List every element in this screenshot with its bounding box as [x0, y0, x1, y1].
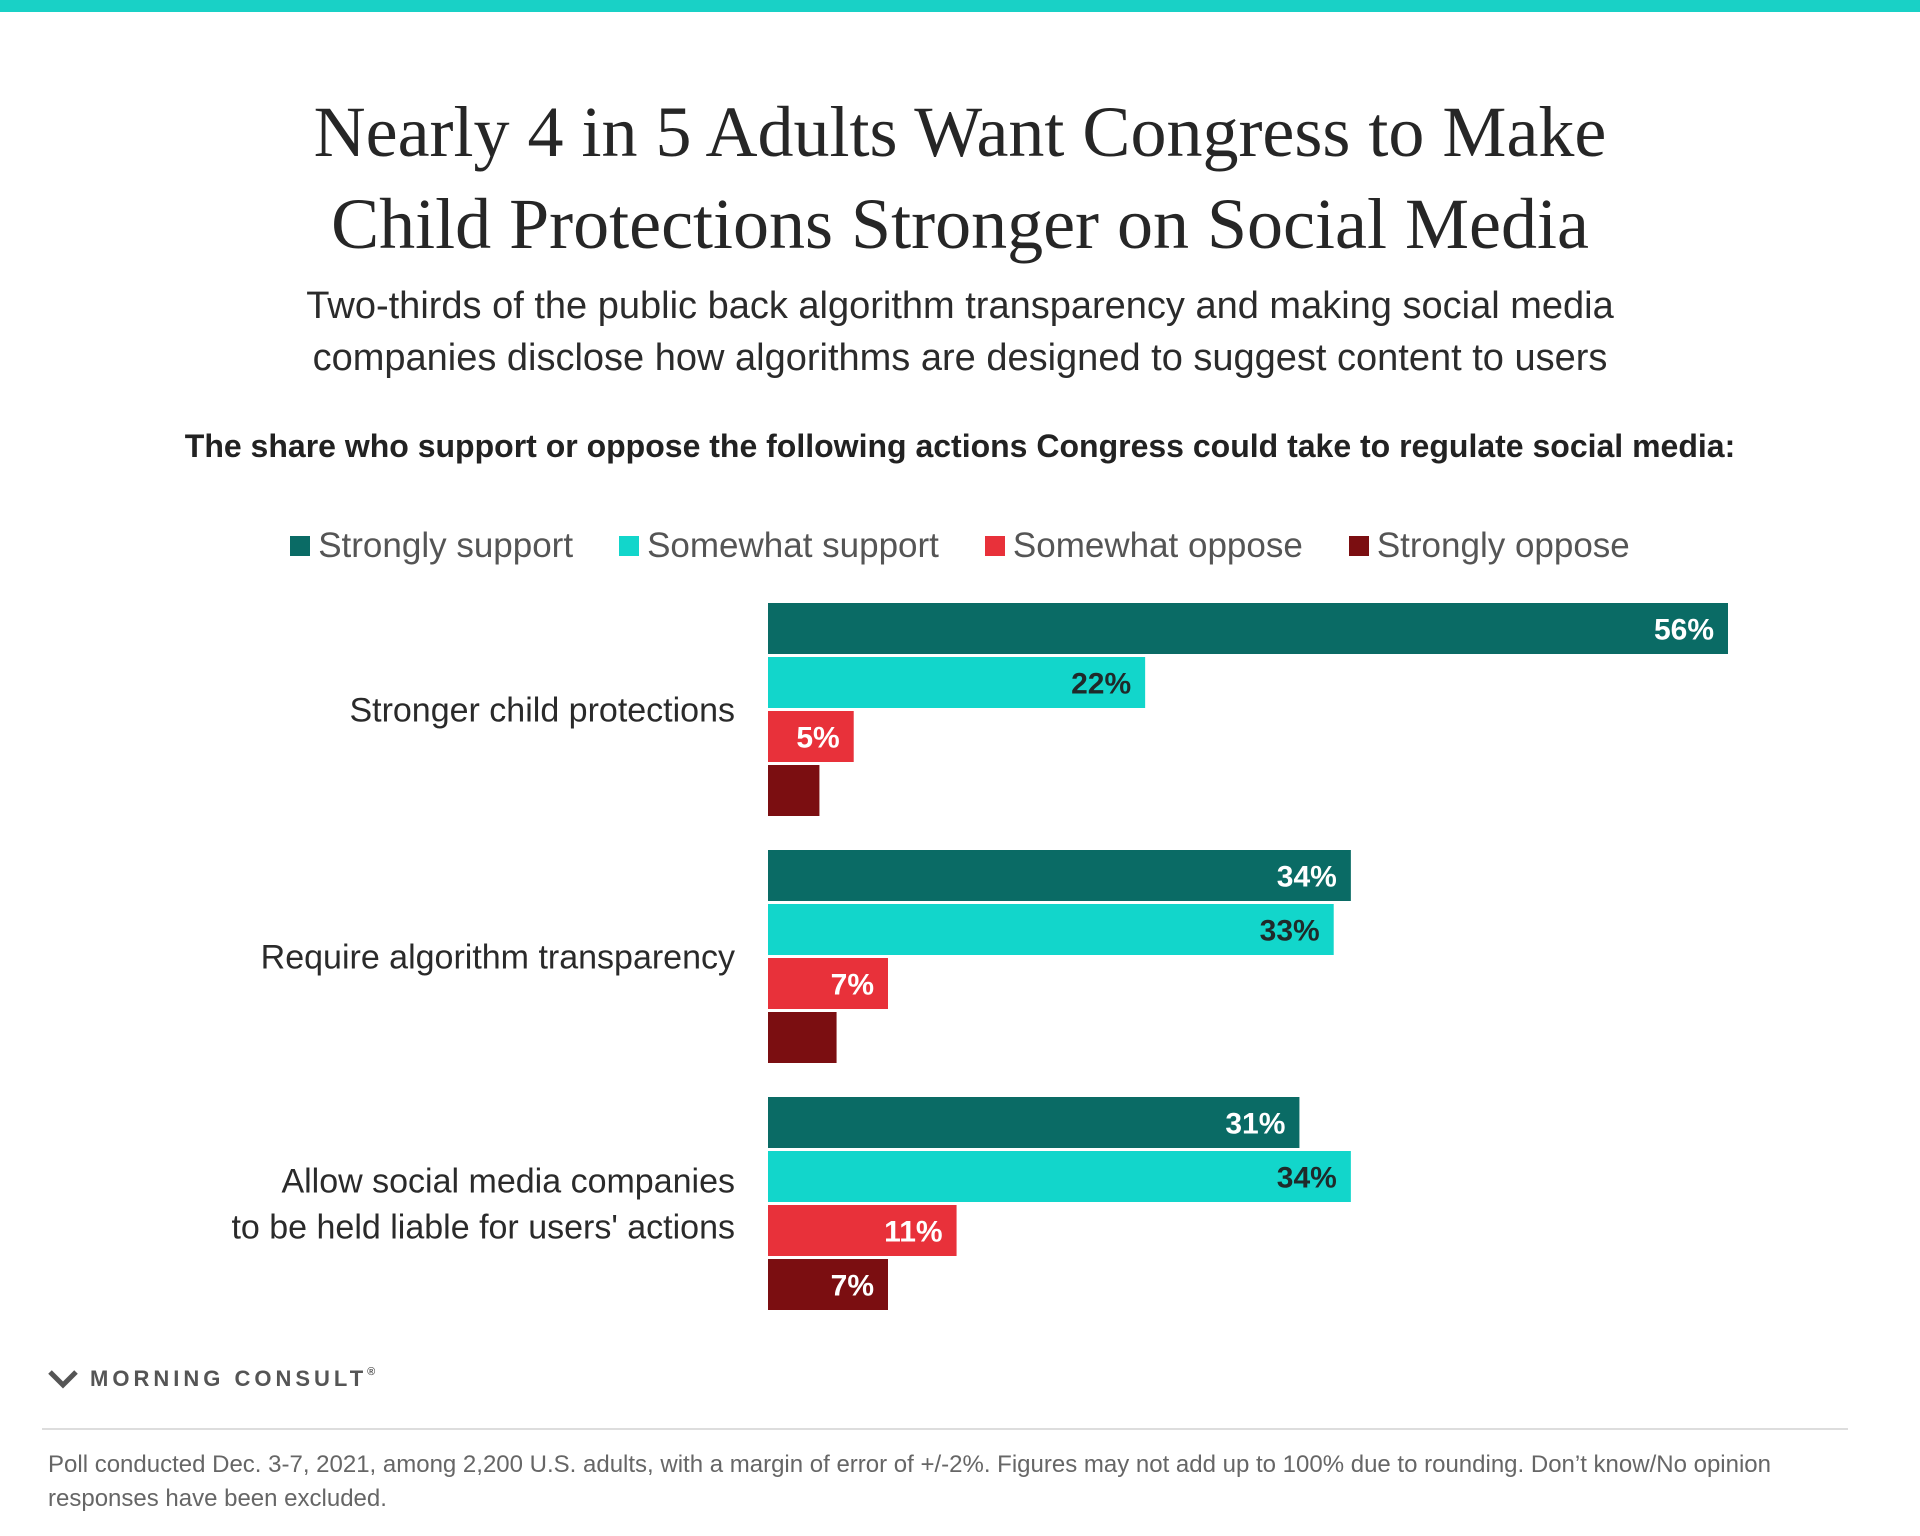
data-label: 34%: [1277, 1162, 1337, 1195]
bar-somewhat-support: [768, 904, 1334, 955]
data-label: 7%: [831, 969, 874, 1002]
bar-strongly-oppose: [768, 765, 820, 816]
morning-consult-logo-icon: [48, 1370, 78, 1389]
category-label: to be held liable for users' actions: [231, 1209, 735, 1247]
bar-somewhat-oppose: [768, 711, 854, 762]
category-label: Require algorithm transparency: [261, 939, 735, 977]
chart-subtitle: Two-thirds of the public back algorithm …: [0, 280, 1920, 384]
chart-subtitle-line-1: Two-thirds of the public back algorithm …: [306, 285, 1614, 327]
bar-chart: Stronger child protections 56% 22% 5% Requir…: [231, 603, 1728, 1310]
bar-strongly-support: [768, 1097, 1300, 1148]
survey-question: The share who support or oppose the foll…: [184, 428, 1736, 464]
chart-title-line-2: Child Protections Stronger on Social Med…: [331, 184, 1589, 264]
legend-label-somewhat-oppose: Somewhat oppose: [1012, 526, 1303, 565]
category-label: Allow social media companies: [281, 1163, 735, 1201]
bar-somewhat-oppose: [768, 958, 888, 1009]
legend-swatch-somewhat-support: [619, 536, 640, 556]
bar-strongly-support: [768, 850, 1351, 901]
data-label: 22%: [1071, 668, 1131, 701]
legend-swatch-somewhat-oppose: [984, 536, 1005, 556]
chart-title-line-1: Nearly 4 in 5 Adults Want Congress to Ma…: [313, 92, 1607, 172]
brand-logo: MORNING CONSULT ®: [48, 1366, 375, 1392]
legend-label-strongly-support: Strongly support: [318, 526, 574, 565]
data-label: 31%: [1225, 1108, 1285, 1141]
footer-divider: [42, 1428, 1848, 1430]
data-label: 33%: [1260, 915, 1320, 948]
bar-somewhat-support: [768, 657, 1146, 708]
brand-logo-registered-mark: ®: [367, 1366, 376, 1378]
top-accent-bar: [0, 0, 1920, 12]
legend-label-somewhat-support: Somewhat support: [647, 526, 939, 565]
chart-subtitle-line-2: companies disclose how algorithms are de…: [312, 337, 1608, 379]
category-label: Stronger child protections: [349, 692, 735, 730]
bar-strongly-oppose: [768, 1012, 837, 1063]
data-label: 56%: [1654, 614, 1714, 647]
legend-swatch-strongly-oppose: [1348, 536, 1369, 556]
brand-logo-text: MORNING CONSULT: [90, 1366, 368, 1391]
footnote: Poll conducted Dec. 3-7, 2021, among 2,2…: [48, 1451, 1771, 1512]
legend-item-somewhat-oppose: Somewhat oppose: [984, 526, 1303, 566]
legend-label-strongly-oppose: Strongly oppose: [1376, 526, 1630, 565]
legend-swatch-strongly-support: [290, 536, 311, 556]
bar-strongly-support: [768, 603, 1728, 654]
chart-legend: Strongly support Somewhat support Somewh…: [0, 526, 1920, 566]
data-label: 11%: [884, 1216, 942, 1249]
bar-somewhat-oppose: [768, 1205, 957, 1256]
data-label: 34%: [1277, 861, 1337, 894]
data-label: 7%: [831, 1270, 874, 1303]
legend-item-strongly-support: Strongly support: [290, 526, 573, 566]
data-label: 5%: [796, 722, 839, 755]
legend-item-strongly-oppose: Strongly oppose: [1348, 526, 1630, 566]
chart-title: Nearly 4 in 5 Adults Want Congress to Ma…: [0, 86, 1920, 270]
legend-item-somewhat-support: Somewhat support: [619, 526, 939, 566]
bar-strongly-oppose: [768, 1259, 888, 1310]
bar-somewhat-support: [768, 1151, 1351, 1202]
